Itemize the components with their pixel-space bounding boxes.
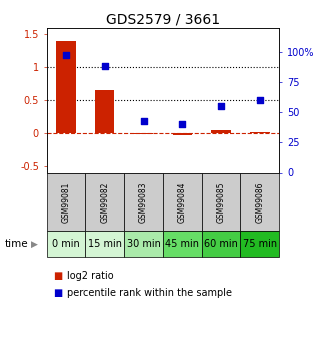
Bar — [173, 133, 192, 135]
Point — [63, 52, 68, 58]
Bar — [56, 41, 76, 133]
Text: 0 min: 0 min — [52, 239, 80, 249]
Text: 75 min: 75 min — [243, 239, 277, 249]
Text: GSM99083: GSM99083 — [139, 181, 148, 223]
Bar — [134, 133, 153, 134]
Point — [102, 63, 107, 69]
Text: 15 min: 15 min — [88, 239, 122, 249]
Text: percentile rank within the sample: percentile rank within the sample — [67, 288, 232, 298]
Text: ■: ■ — [53, 288, 62, 298]
Bar — [212, 130, 231, 133]
Bar — [250, 132, 270, 133]
Text: ▶: ▶ — [31, 239, 38, 249]
Text: ■: ■ — [53, 271, 62, 281]
Text: log2 ratio: log2 ratio — [67, 271, 114, 281]
Text: 30 min: 30 min — [126, 239, 160, 249]
Text: time: time — [5, 239, 29, 249]
Point — [219, 103, 224, 109]
Point — [257, 97, 263, 103]
Text: GSM99084: GSM99084 — [178, 181, 187, 223]
Title: GDS2579 / 3661: GDS2579 / 3661 — [106, 12, 220, 27]
Point — [141, 118, 146, 123]
Text: GSM99081: GSM99081 — [61, 181, 70, 223]
Text: GSM99082: GSM99082 — [100, 181, 109, 223]
Text: 60 min: 60 min — [204, 239, 238, 249]
Bar — [95, 90, 114, 133]
Text: GSM99086: GSM99086 — [256, 181, 265, 223]
Text: GSM99085: GSM99085 — [217, 181, 226, 223]
Point — [180, 121, 185, 127]
Text: 45 min: 45 min — [165, 239, 199, 249]
